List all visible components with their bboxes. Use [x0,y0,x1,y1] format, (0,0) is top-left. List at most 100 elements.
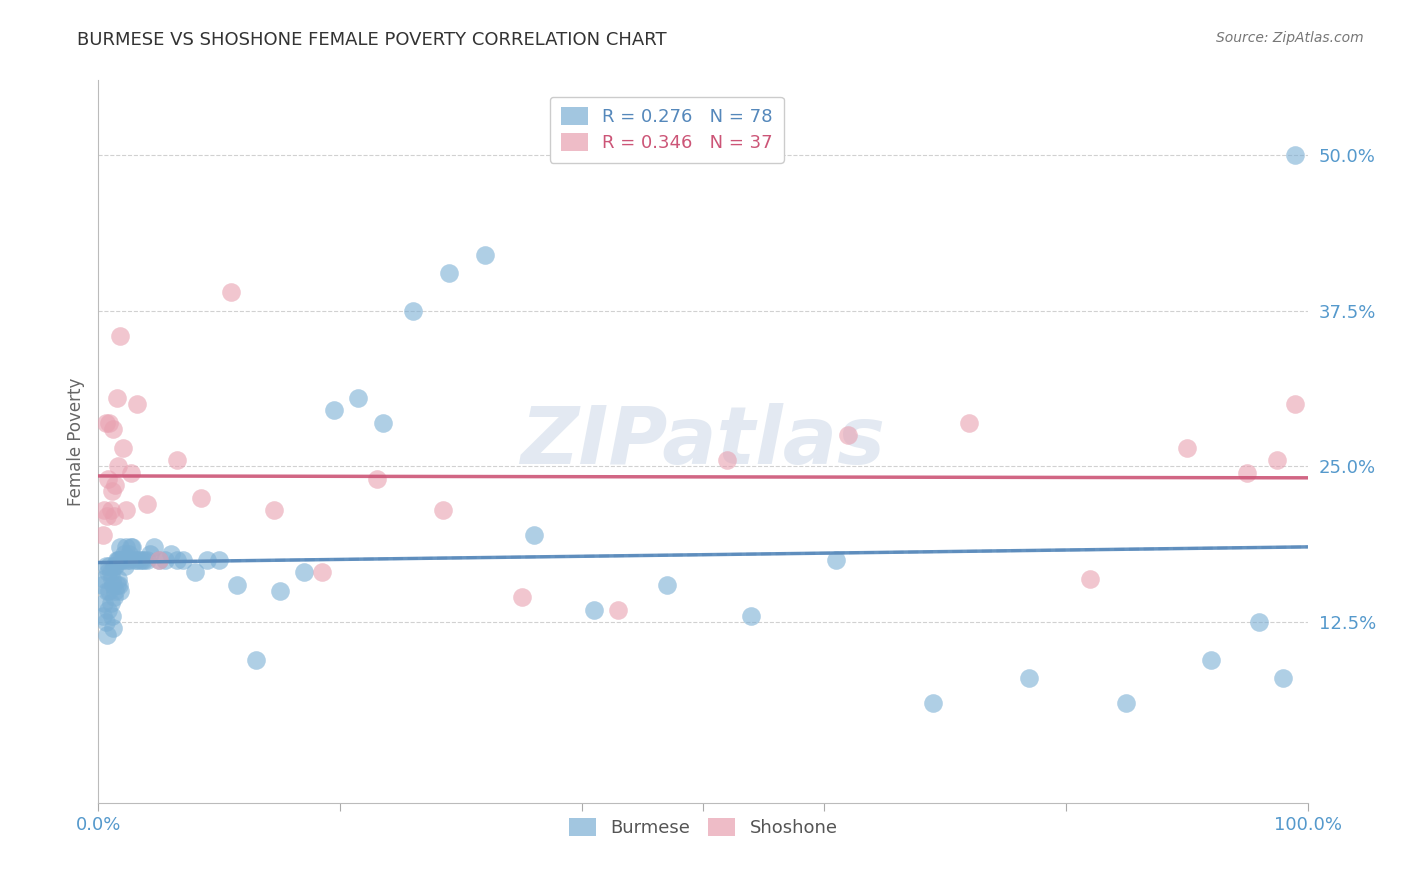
Point [103,509,125,524]
Point [96,627,118,641]
Point [112,547,135,561]
Point [100,609,122,624]
Point [837,428,859,442]
Point [104,559,127,574]
Point [655,578,678,592]
Point [120,541,142,555]
Point [474,248,496,262]
Point [93,597,115,611]
Point [148,553,170,567]
Point [104,584,127,599]
Point [101,621,124,635]
Point [740,609,762,624]
Point [108,328,131,343]
Point [118,547,141,561]
Point [166,453,188,467]
Point [91,578,114,592]
Point [347,391,370,405]
Point [101,578,124,592]
Point [139,547,162,561]
Point [94,559,117,574]
Point [1284,148,1306,162]
Point [172,553,194,567]
Point [128,553,150,567]
Point [100,566,122,580]
Point [921,696,943,710]
Point [135,497,157,511]
Point [153,553,176,567]
Point [432,503,454,517]
Point [104,478,127,492]
Point [91,528,114,542]
Point [108,541,131,555]
Point [108,584,131,599]
Point [263,503,285,517]
Point [1199,652,1222,666]
Point [583,603,606,617]
Point [143,541,166,555]
Y-axis label: Female Poverty: Female Poverty [66,377,84,506]
Point [118,553,141,567]
Point [115,541,138,555]
Point [437,266,460,280]
Point [1175,441,1198,455]
Point [105,578,128,592]
Point [323,403,346,417]
Point [94,615,117,630]
Point [117,553,139,567]
Point [166,553,188,567]
Point [105,553,128,567]
Point [366,472,388,486]
Point [523,528,546,542]
Point [957,416,980,430]
Point [292,566,315,580]
Point [124,553,146,567]
Point [91,609,114,624]
Point [226,578,249,592]
Point [98,559,121,574]
Point [121,541,143,555]
Point [96,509,118,524]
Point [221,285,243,299]
Point [100,572,122,586]
Point [111,553,134,567]
Point [1267,453,1289,467]
Point [97,603,120,617]
Point [190,491,212,505]
Point [245,652,267,666]
Point [131,553,153,567]
Point [100,597,122,611]
Point [96,584,118,599]
Point [101,422,124,436]
Point [97,472,120,486]
Point [208,553,231,567]
Point [1284,397,1306,411]
Text: Source: ZipAtlas.com: Source: ZipAtlas.com [1216,31,1364,45]
Point [111,441,134,455]
Point [716,453,738,467]
Point [269,584,291,599]
Point [108,578,131,592]
Point [107,553,129,567]
Point [108,553,131,567]
Point [195,553,218,567]
Text: BURMESE VS SHOSHONE FEMALE POVERTY CORRELATION CHART: BURMESE VS SHOSHONE FEMALE POVERTY CORRE… [77,31,666,49]
Point [311,566,333,580]
Point [93,572,115,586]
Point [184,566,207,580]
Point [94,416,117,430]
Point [402,303,425,318]
Point [160,547,183,561]
Point [114,559,136,574]
Point [134,553,156,567]
Point [127,553,149,567]
Point [135,553,157,567]
Point [103,591,125,605]
Point [115,503,138,517]
Point [1236,466,1258,480]
Point [97,566,120,580]
Point [93,503,115,517]
Point [100,503,122,517]
Point [127,397,149,411]
Point [103,559,125,574]
